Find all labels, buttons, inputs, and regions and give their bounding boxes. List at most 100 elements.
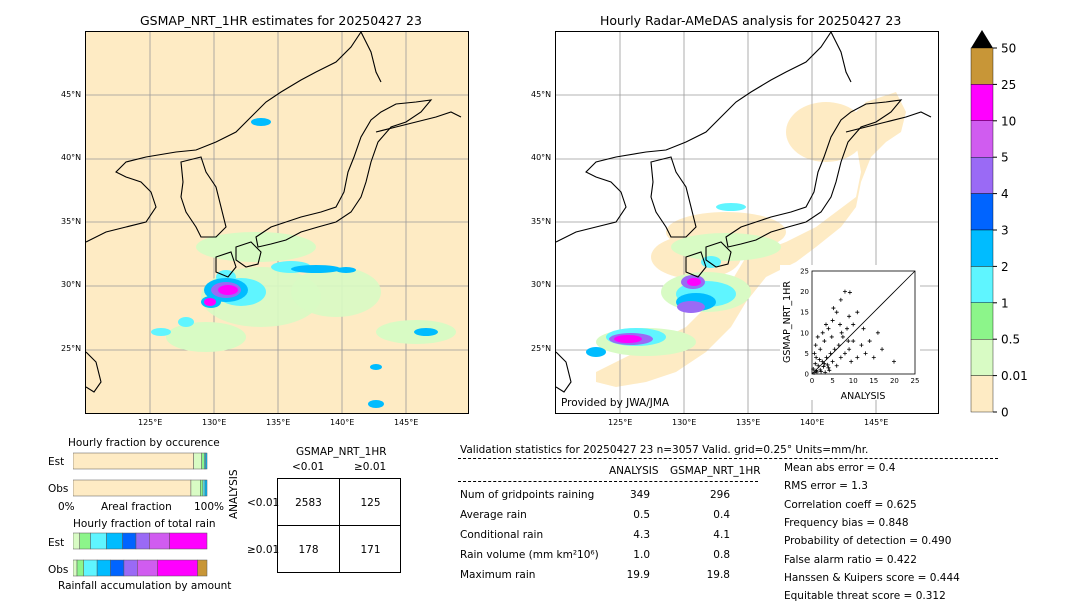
total-rain-segment xyxy=(169,532,208,550)
validation-row-gsmap: 0.8 xyxy=(713,549,730,561)
scatter-point xyxy=(851,339,856,344)
scatter-point xyxy=(846,339,851,344)
validation-col-analysis: ANALYSIS xyxy=(609,465,659,477)
left-map-title: GSMAP_NRT_1HR estimates for 20250427 23 xyxy=(140,13,422,28)
right-coastlines xyxy=(556,32,932,393)
colorbar-segment xyxy=(970,229,994,267)
validation-row-analysis: 349 xyxy=(629,489,650,501)
scatter-point xyxy=(847,290,852,295)
validation-row-label: Rain volume (mm km²10⁶) xyxy=(460,549,599,561)
total-rain-obs-label: Obs xyxy=(48,564,69,576)
total-rain-title: Hourly fraction of total rain xyxy=(73,518,216,530)
total-rain-segment xyxy=(96,559,111,577)
total-rain-segment xyxy=(149,532,170,550)
colorbar-tick-label: 5 xyxy=(1001,151,1009,165)
contingency-cell: 125 xyxy=(360,497,381,509)
left-lat-label: 30°N xyxy=(61,280,82,289)
scatter-point xyxy=(831,306,836,311)
scatter-point xyxy=(814,369,819,374)
occurrence-title: Hourly fraction by occurence xyxy=(68,437,220,449)
scatter-xtick: 5 xyxy=(830,377,834,385)
validation-row-analysis: 0.5 xyxy=(633,509,650,521)
left-lon-label: 145°E xyxy=(394,418,419,427)
validation-divider xyxy=(458,458,998,459)
scatter-xtick: 25 xyxy=(911,377,920,385)
scatter-point xyxy=(816,363,821,368)
right-lon-label: 130°E xyxy=(672,418,697,427)
contingency-grid: 2583 125 178 171 xyxy=(277,478,401,573)
scatter-point xyxy=(820,330,825,335)
total-rain-bars xyxy=(73,532,208,577)
validation-row-analysis: 4.3 xyxy=(633,529,650,541)
total-rain-segment xyxy=(135,532,150,550)
total-rain-footer: Rainfall accumulation by amount xyxy=(58,580,232,592)
contingency-side-label: ANALYSIS xyxy=(228,469,240,519)
validation-score: Probability of detection = 0.490 xyxy=(784,535,952,548)
validation-header: Validation statistics for 20250427 23 n=… xyxy=(460,444,869,456)
scatter-point xyxy=(859,343,864,348)
scatter-point xyxy=(822,339,827,344)
scatter-diagonal xyxy=(811,270,916,375)
scatter-point xyxy=(836,343,841,348)
right-rain-field xyxy=(586,203,781,357)
colorbar-tick-label: 50 xyxy=(1001,42,1016,56)
scatter-point xyxy=(824,322,829,327)
scatter-point xyxy=(834,310,839,315)
validation-row-gsmap: 0.4 xyxy=(713,509,730,521)
scatter-inset: 0 0 5 5 10 10 15 15 20 20 25 25 ANALYSIS GSMAP_NRT_… xyxy=(780,265,920,402)
scatter-point xyxy=(813,343,818,348)
scatter-point xyxy=(812,370,817,375)
scatter-point xyxy=(842,289,847,294)
validation-row-label: Num of gridpoints raining xyxy=(460,489,595,501)
right-map xyxy=(555,31,939,414)
total-rain-segment xyxy=(73,532,80,550)
validation-row-analysis: 1.0 xyxy=(633,549,650,561)
colorbar-tick-label: 0.01 xyxy=(1001,369,1028,383)
scatter-point xyxy=(830,318,835,323)
scatter-point xyxy=(839,330,844,335)
validation-score: Hanssen & Kuipers score = 0.444 xyxy=(784,571,960,584)
scatter-ytick: 0 xyxy=(805,371,809,379)
validation-score: Equitable threat score = 0.312 xyxy=(784,590,946,603)
scatter-point xyxy=(820,359,825,364)
occurrence-axis-left: 0% xyxy=(58,501,75,513)
colorbar-segment xyxy=(970,84,994,122)
colorbar-segment xyxy=(970,302,994,340)
scatter-point xyxy=(815,334,820,339)
right-lat-label: 40°N xyxy=(531,153,552,162)
scatter-xtick: 15 xyxy=(869,377,878,385)
occurrence-est-label: Est xyxy=(48,456,65,468)
contingency-col2: ≥0.01 xyxy=(354,461,387,473)
left-lon-label: 135°E xyxy=(266,418,291,427)
scatter-point xyxy=(818,347,823,352)
validation-score: False alarm ratio = 0.422 xyxy=(784,553,917,566)
colorbar-segment xyxy=(970,193,994,231)
left-map xyxy=(85,31,469,414)
occurrence-segment xyxy=(201,452,205,470)
scatter-ytick: 20 xyxy=(800,288,809,296)
scatter-point xyxy=(826,326,831,331)
scatter-point xyxy=(842,351,847,356)
colorbar-canvas: 50 25 10 5 4 3 2 1 0.5 0.01 0 xyxy=(970,30,1028,420)
scatter-ytick: 15 xyxy=(800,309,809,317)
colorbar-segment xyxy=(970,375,994,413)
left-coastlines xyxy=(86,32,462,393)
contingency-row2: ≥0.01 xyxy=(247,544,280,556)
colorbar-segment xyxy=(970,266,994,303)
occurrence-obs-label: Obs xyxy=(48,483,69,495)
total-rain-segment xyxy=(73,559,78,577)
scatter-point xyxy=(822,361,827,366)
contingency-header: GSMAP_NRT_1HR xyxy=(296,446,387,458)
scatter-point xyxy=(813,361,818,366)
scatter-xtick: 20 xyxy=(890,377,899,385)
scatter-point xyxy=(828,351,833,356)
total-rain-segment xyxy=(123,559,138,577)
right-lat-label: 25°N xyxy=(531,344,552,353)
scatter-ytick: 25 xyxy=(800,268,809,276)
scatter-point xyxy=(851,322,856,327)
left-map-canvas xyxy=(86,32,468,413)
left-lon-label: 130°E xyxy=(202,418,227,427)
scatter-point xyxy=(834,363,839,368)
total-rain-segment xyxy=(110,559,125,577)
validation-score: RMS error = 1.3 xyxy=(784,480,868,493)
